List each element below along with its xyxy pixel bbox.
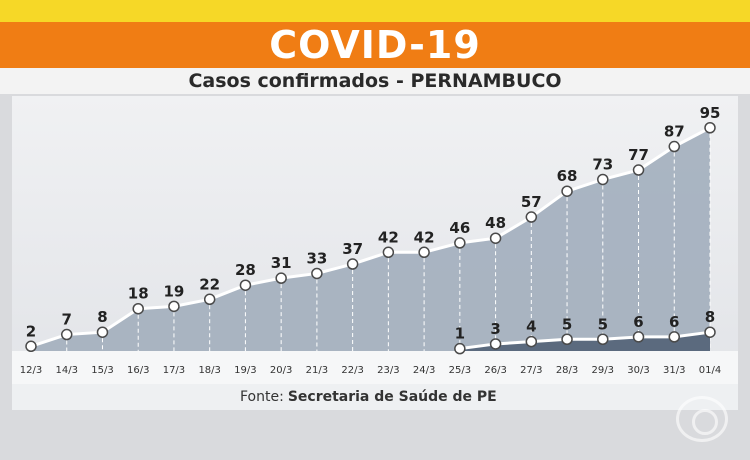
series-1-line bbox=[30, 126, 711, 348]
x-tick-label: 23/3 bbox=[377, 365, 399, 376]
series-1-value-label: 22 bbox=[199, 275, 220, 293]
series-1-value-label: 42 bbox=[414, 228, 435, 246]
series-1-value-label: 33 bbox=[306, 249, 327, 267]
chart-subtitle: Casos confirmados - PERNAMBUCO bbox=[188, 70, 562, 92]
series-1-point bbox=[346, 258, 359, 270]
subtitle-bar: Casos confirmados - PERNAMBUCO bbox=[0, 68, 750, 94]
series-2-value-label: 3 bbox=[490, 320, 500, 338]
title-banner: COVID-19 bbox=[0, 22, 750, 68]
series-1-point bbox=[382, 246, 395, 259]
series-2-value-label: 1 bbox=[455, 325, 465, 343]
series-1-value-label: 87 bbox=[664, 123, 685, 141]
series-1-value-label: 48 bbox=[485, 214, 506, 232]
series-1-value-label: 42 bbox=[378, 228, 399, 246]
chart-panel: 2 7 8 18 19 22 28 31 33 37 42 42 46 48 57 68 73 77 87 95 1 3 4… bbox=[12, 96, 738, 384]
series-1-value-label: 18 bbox=[128, 285, 149, 303]
series-1-value-label: 28 bbox=[235, 261, 256, 279]
x-tick-label: 21/3 bbox=[306, 365, 328, 376]
source-bar: Fonte: Secretaria de Saúde de PE bbox=[12, 384, 738, 410]
series-1-point bbox=[311, 267, 323, 280]
x-tick-label: 31/3 bbox=[663, 365, 685, 376]
series-1-point bbox=[454, 237, 466, 249]
series-2-value-label: 5 bbox=[562, 315, 572, 333]
series-1-point bbox=[25, 340, 37, 353]
broadcaster-logo bbox=[676, 396, 728, 442]
series-1-point bbox=[632, 164, 645, 176]
x-tick-label: 17/3 bbox=[163, 365, 185, 376]
source-value: Secretaria de Saúde de PE bbox=[287, 389, 497, 405]
series-1-value-label: 37 bbox=[342, 240, 363, 258]
series-2-point bbox=[489, 338, 502, 350]
series-1-point bbox=[60, 328, 73, 341]
series-2-line bbox=[459, 330, 711, 351]
x-tick-label: 12/3 bbox=[20, 365, 42, 376]
series-2-point bbox=[525, 335, 538, 348]
x-tick-label: 19/3 bbox=[234, 365, 256, 376]
x-axis-strip bbox=[12, 351, 738, 384]
x-tick-label: 01/4 bbox=[699, 365, 721, 376]
x-tick-label: 25/3 bbox=[449, 365, 471, 376]
x-tick-label: 28/3 bbox=[556, 365, 578, 376]
x-tick-label: 24/3 bbox=[413, 365, 435, 376]
x-tick-label: 20/3 bbox=[270, 365, 292, 376]
series-2-value-label: 6 bbox=[633, 313, 643, 331]
series-1-value-label: 19 bbox=[164, 282, 185, 300]
source-label: Fonte: bbox=[240, 389, 284, 405]
top-stripe bbox=[0, 0, 750, 22]
series-1-point bbox=[418, 246, 430, 259]
x-tick-label: 14/3 bbox=[56, 365, 78, 376]
x-tick-label: 29/3 bbox=[592, 365, 614, 376]
series-1-point bbox=[561, 185, 573, 197]
series-1-point bbox=[525, 211, 538, 223]
series-2-value-label: 8 bbox=[705, 308, 715, 326]
series-2-value-label: 6 bbox=[669, 313, 679, 331]
series-1-point bbox=[168, 300, 180, 313]
series-1-point bbox=[203, 293, 216, 306]
series-1-point bbox=[668, 140, 681, 153]
series-1-point bbox=[704, 122, 716, 134]
series-1-value-label: 57 bbox=[521, 193, 542, 211]
x-tick-label: 18/3 bbox=[198, 365, 220, 376]
series-1-point bbox=[275, 272, 287, 284]
series-1-value-label: 95 bbox=[700, 104, 721, 122]
area-series-1 bbox=[31, 127, 710, 351]
x-tick-label: 15/3 bbox=[91, 365, 113, 376]
series-1-value-label: 68 bbox=[557, 167, 578, 185]
series-2-point bbox=[668, 331, 681, 343]
series-2-point bbox=[704, 326, 716, 338]
series-2-point bbox=[632, 331, 645, 343]
x-tick-label: 27/3 bbox=[520, 365, 542, 376]
series-1-value-label: 7 bbox=[62, 311, 72, 329]
series-1-value-label: 2 bbox=[26, 322, 36, 340]
series-1-point bbox=[597, 173, 609, 186]
series-1-value-label: 73 bbox=[592, 155, 613, 173]
x-tick-label: 30/3 bbox=[627, 365, 649, 376]
series-1-value-label: 8 bbox=[97, 308, 107, 326]
series-1-point bbox=[239, 279, 252, 291]
x-tick-label: 26/3 bbox=[484, 365, 506, 376]
series-1-point bbox=[96, 326, 109, 338]
series-2-value-label: 5 bbox=[598, 315, 608, 333]
page-title: COVID-19 bbox=[269, 23, 481, 67]
series-2-point bbox=[561, 333, 573, 345]
x-tick-label: 16/3 bbox=[127, 365, 149, 376]
x-tick-label: 22/3 bbox=[341, 365, 363, 376]
series-1-point bbox=[132, 302, 144, 315]
series-1-value-label: 46 bbox=[449, 219, 470, 237]
series-2-value-label: 4 bbox=[526, 318, 536, 336]
series-1-value-label: 31 bbox=[271, 254, 292, 272]
series-2-point bbox=[597, 333, 609, 345]
series-1-point bbox=[489, 232, 502, 244]
series-1-value-label: 77 bbox=[628, 146, 649, 164]
series-2-point bbox=[454, 342, 466, 355]
